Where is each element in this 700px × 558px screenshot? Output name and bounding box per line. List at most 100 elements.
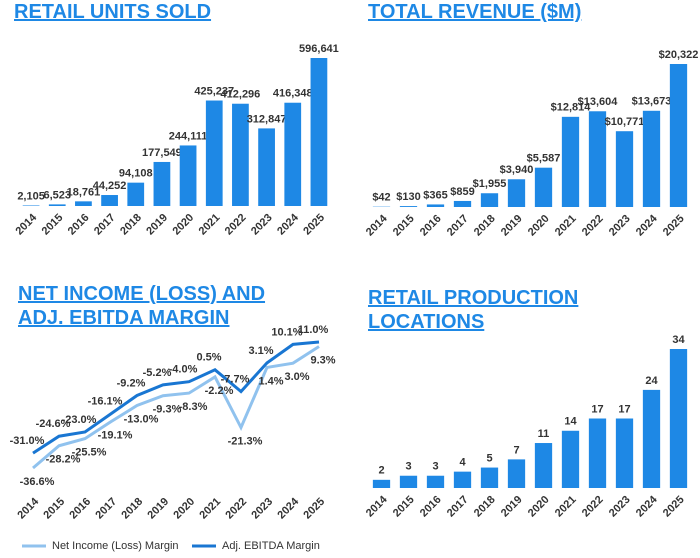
value-label: -16.1% [88,396,123,408]
x-tick-label: 2016 [66,212,92,238]
value-label: -9.3% [153,404,182,416]
x-tick-label: 2015 [391,213,417,239]
value-label: -13.0% [124,413,159,425]
value-label: 11 [538,428,550,440]
line [32,340,320,455]
x-tick-label: 2025 [301,496,327,522]
value-label: 3 [405,461,411,473]
bar [561,430,580,488]
bar [669,64,688,207]
value-label: $13,604 [578,96,619,108]
x-tick-label: 2023 [249,212,275,238]
value-label: -31.0% [10,435,45,447]
bar [399,206,418,207]
value-label: $42 [372,192,390,204]
value-label: $859 [450,186,474,198]
x-tick-label: 2014 [364,212,390,238]
value-label: 14 [564,416,577,428]
x-tick-label: 2017 [93,496,119,522]
bar [534,167,553,207]
bar [426,204,445,207]
x-tick-label: 2016 [418,494,444,520]
value-label: 10.1% [271,326,302,338]
value-label: -25.5% [72,447,107,459]
value-label: -4.0% [169,364,198,376]
value-label: 312,847 [247,113,287,125]
value-label: 2 [378,465,384,477]
line [32,345,320,470]
x-tick-label: 2022 [223,212,249,238]
bar [507,459,526,488]
x-tick-label: 2024 [275,495,301,521]
value-label: 3.1% [248,345,273,357]
x-tick-label: 2019 [145,496,171,522]
x-tick-label: 2017 [445,213,471,239]
value-label: 17 [618,403,630,415]
x-tick-label: 2020 [526,494,552,520]
x-tick-label: 2023 [249,496,275,522]
value-label: $1,955 [473,178,507,190]
legend-label: Net Income (Loss) Margin [52,540,179,552]
bar [615,131,634,207]
bar [101,195,118,206]
x-tick-label: 2024 [634,212,660,238]
bar [588,418,607,488]
bar [284,102,302,206]
x-tick-label: 2015 [391,494,417,520]
chart-title: RETAIL PRODUCTION LOCATIONS [368,287,579,333]
value-label: -5.2% [143,367,172,379]
x-tick-label: 2018 [472,494,498,520]
x-tick-label: 2021 [197,496,223,522]
chart-title: NET INCOME (LOSS) AND ADJ. EBITDA MARGIN [18,283,266,329]
bar [153,161,171,206]
bar [179,145,197,206]
bar [534,443,553,488]
x-tick-label: 2014 [364,493,390,519]
x-tick-label: 2016 [67,496,93,522]
bar [310,58,328,206]
value-label: 5 [486,452,492,464]
value-label: -24.6% [36,418,71,430]
value-label: $5,587 [527,153,561,165]
value-label: -2.2% [205,385,234,397]
bar [507,179,526,207]
bar [453,200,472,207]
value-label: 3 [432,461,438,473]
value-label: $13,673 [632,96,672,108]
legend-label: Adj. EBITDA Margin [222,540,320,552]
value-label: -8.3% [179,401,208,413]
value-label: 11.0% [298,324,329,336]
x-tick-label: 2023 [607,213,633,239]
bar [205,100,223,206]
value-label: 6,523 [43,189,71,201]
x-tick-label: 2021 [553,213,579,239]
bar [480,193,499,207]
x-tick-label: 2022 [580,213,606,239]
x-tick-label: 2018 [119,496,145,522]
value-label: $365 [423,189,447,201]
value-label: 44,252 [93,180,127,192]
value-label: -7.7% [221,373,250,385]
value-label: -28.2% [46,454,81,466]
x-tick-label: 2020 [526,213,552,239]
value-label: 412,296 [221,89,261,101]
bar [48,204,66,206]
x-tick-label: 2018 [472,213,498,239]
x-tick-label: 2025 [661,213,687,239]
value-label: $130 [396,191,420,203]
value-label: 2,105 [17,190,45,202]
bar [127,182,145,206]
x-tick-label: 2024 [634,493,660,519]
value-label: $10,771 [605,116,645,128]
bar [561,116,580,207]
x-tick-label: 2025 [301,212,327,238]
value-label: 7 [513,444,519,456]
x-tick-label: 2019 [499,213,525,239]
bar [22,205,40,206]
bar [75,201,92,206]
x-tick-label: 2017 [92,212,118,238]
value-label: 18,761 [67,186,101,198]
bar [232,103,249,206]
